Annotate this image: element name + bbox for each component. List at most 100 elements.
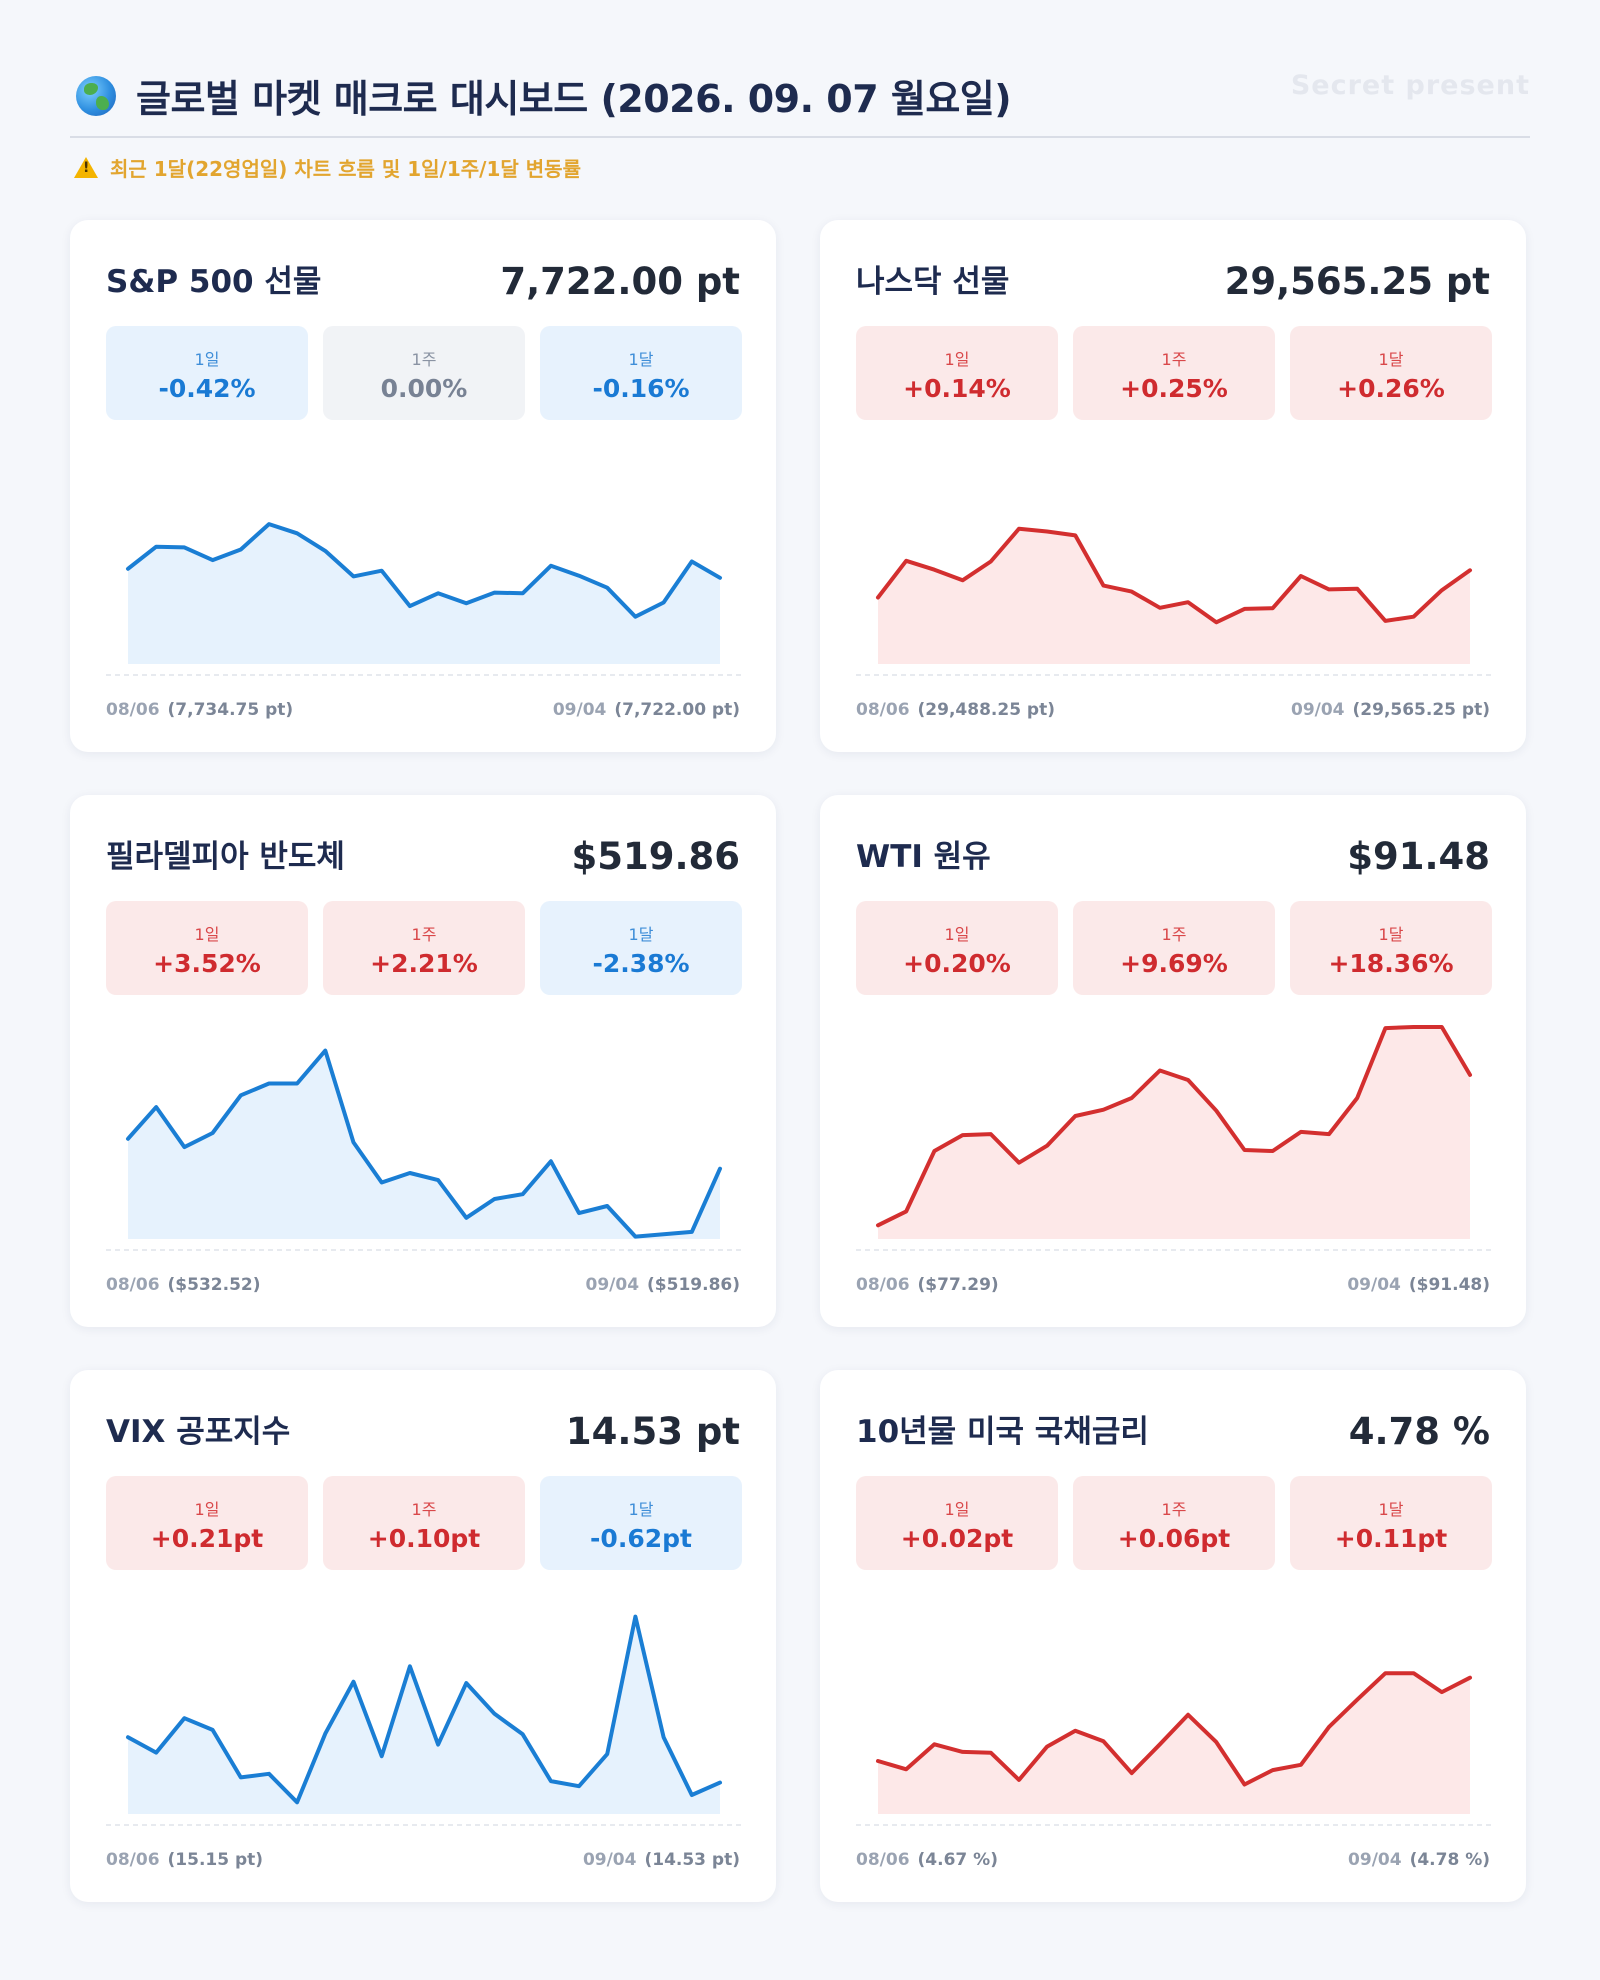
change-value: +0.14% [903, 374, 1011, 403]
change-period-label: 1일 [944, 350, 970, 369]
end-date: 09/04 [585, 1275, 640, 1295]
notice-text: 최근 1달(22영업일) 차트 흐름 및 1일/1주/1달 변동률 [110, 157, 581, 181]
change-period-label: 1일 [194, 350, 220, 369]
chart-end-label: 09/04 (29,565.25 pt) [1291, 700, 1490, 720]
end-value: (4.78 %) [1409, 1850, 1490, 1870]
chart-end-label: 09/04 ($519.86) [586, 1275, 741, 1295]
notice-banner: 최근 1달(22영업일) 차트 흐름 및 1일/1주/1달 변동률 [74, 153, 581, 182]
change-period-label: 1주 [1161, 1500, 1187, 1519]
change-badge: 1주 +0.06pt [1073, 1476, 1275, 1570]
change-badge: 1달 +0.11pt [1290, 1476, 1492, 1570]
chart-area-fill [128, 1050, 720, 1239]
change-badges: 1일 +0.02pt 1주 +0.06pt 1달 +0.11pt [856, 1476, 1492, 1570]
chart-end-label: 09/04 (7,722.00 pt) [553, 700, 740, 720]
card-current-value: 14.53 pt [565, 1410, 740, 1453]
chart-range-footer: 08/06 (29,488.25 pt) 09/04 (29,565.25 pt) [856, 700, 1490, 724]
card-title: 10년물 미국 국채금리 [856, 1414, 1149, 1450]
change-badge: 1달 +0.26% [1290, 326, 1492, 420]
change-value: +0.06pt [1117, 1524, 1231, 1553]
card-title: S&P 500 선물 [106, 264, 322, 300]
change-period-label: 1달 [628, 350, 654, 369]
chart-start-label: 08/06 ($532.52) [106, 1275, 261, 1295]
change-badges: 1일 +0.21pt 1주 +0.10pt 1달 -0.62pt [106, 1476, 742, 1570]
card-title: 필라델피아 반도체 [106, 839, 345, 875]
price-chart [856, 1025, 1492, 1251]
price-chart [856, 526, 1492, 676]
card-title: 나스닥 선물 [856, 264, 1010, 300]
start-value: ($532.52) [167, 1275, 261, 1295]
change-period-label: 1주 [1161, 925, 1187, 944]
market-card: 나스닥 선물 29,565.25 pt 1일 +0.14% 1주 +0.25% 1달 +0.2… [820, 220, 1526, 752]
start-date: 08/06 [856, 700, 910, 720]
start-date: 08/06 [856, 1275, 910, 1295]
start-value: (4.67 %) [917, 1850, 998, 1870]
change-period-label: 1일 [944, 925, 970, 944]
change-badge: 1주 0.00% [323, 326, 525, 420]
market-card: WTI 원유 $91.48 1일 +0.20% 1주 +9.69% 1달 +18.36% 08/… [820, 795, 1526, 1327]
change-badge: 1일 -0.42% [106, 326, 308, 420]
card-current-value: $91.48 [1347, 835, 1490, 878]
start-value: (15.15 pt) [167, 1850, 264, 1870]
chart-series-line [126, 522, 722, 619]
chart-series-line [876, 526, 1472, 625]
chart-series-line [126, 1048, 722, 1239]
start-value: (29,488.25 pt) [917, 700, 1056, 720]
end-value: (29,565.25 pt) [1352, 700, 1490, 720]
end-date: 09/04 [1290, 700, 1345, 720]
change-value: +0.02pt [900, 1524, 1014, 1553]
chart-end-label: 09/04 (4.78 %) [1348, 1850, 1490, 1870]
price-chart [106, 1614, 742, 1826]
end-value: ($519.86) [647, 1275, 740, 1295]
change-period-label: 1달 [1378, 350, 1404, 369]
change-value: -0.42% [158, 374, 256, 403]
chart-start-label: 08/06 (4.67 %) [856, 1850, 998, 1870]
card-current-value: 7,722.00 pt [500, 260, 740, 303]
change-value: 0.00% [380, 374, 468, 403]
change-period-label: 1주 [411, 1500, 437, 1519]
end-value: (14.53 pt) [644, 1850, 740, 1870]
change-badge: 1달 -0.62pt [540, 1476, 742, 1570]
change-badge: 1주 +0.25% [1073, 326, 1275, 420]
end-date: 09/04 [1348, 1850, 1402, 1870]
change-value: +0.11pt [1334, 1524, 1448, 1553]
chart-start-label: 08/06 ($77.29) [856, 1275, 999, 1295]
change-value: +0.25% [1120, 374, 1228, 403]
change-value: +9.69% [1120, 949, 1228, 978]
price-chart [106, 1048, 742, 1251]
start-value: (7,734.75 pt) [167, 700, 294, 720]
market-card: 10년물 미국 국채금리 4.78 % 1일 +0.02pt 1주 +0.06pt 1달 +0… [820, 1370, 1526, 1902]
title-wrap: 글로벌 마켓 매크로 대시보드 (2026. 09. 07 월요일) [76, 68, 1012, 123]
card-current-value: $519.86 [571, 835, 740, 878]
end-date: 09/04 [1347, 1275, 1401, 1295]
chart-area-fill [878, 1027, 1470, 1239]
price-chart [106, 522, 742, 676]
market-card: VIX 공포지수 14.53 pt 1일 +0.21pt 1주 +0.10pt 1달 -0.6… [70, 1370, 776, 1902]
change-badges: 1일 +3.52% 1주 +2.21% 1달 -2.38% [106, 901, 742, 995]
change-badge: 1달 +18.36% [1290, 901, 1492, 995]
globe-icon [76, 75, 116, 116]
page-header: 글로벌 마켓 매크로 대시보드 (2026. 09. 07 월요일) Secre… [70, 62, 1530, 138]
price-chart [856, 1671, 1492, 1826]
chart-start-label: 08/06 (15.15 pt) [106, 1850, 263, 1870]
change-period-label: 1일 [194, 1500, 220, 1519]
change-value: +18.36% [1328, 949, 1454, 978]
change-badge: 1일 +0.02pt [856, 1476, 1058, 1570]
start-value: ($77.29) [917, 1275, 999, 1295]
change-period-label: 1달 [628, 1500, 654, 1519]
card-title: VIX 공포지수 [106, 1414, 291, 1450]
change-badges: 1일 +0.14% 1주 +0.25% 1달 +0.26% [856, 326, 1492, 420]
change-badges: 1일 -0.42% 1주 0.00% 1달 -0.16% [106, 326, 742, 420]
market-card: S&P 500 선물 7,722.00 pt 1일 -0.42% 1주 0.00% 1달 -0… [70, 220, 776, 752]
watermark: Secret present [1290, 70, 1530, 101]
change-value: +2.21% [370, 949, 478, 978]
chart-area-fill [128, 524, 720, 664]
change-period-label: 1달 [1378, 925, 1404, 944]
change-value: +0.21pt [150, 1524, 264, 1553]
card-current-value: 4.78 % [1348, 1410, 1490, 1453]
chart-area-fill [878, 528, 1470, 664]
change-value: -0.62pt [590, 1524, 692, 1553]
chart-end-label: 09/04 ($91.48) [1347, 1275, 1490, 1295]
change-value: -2.38% [592, 949, 690, 978]
start-date: 08/06 [106, 1850, 160, 1870]
